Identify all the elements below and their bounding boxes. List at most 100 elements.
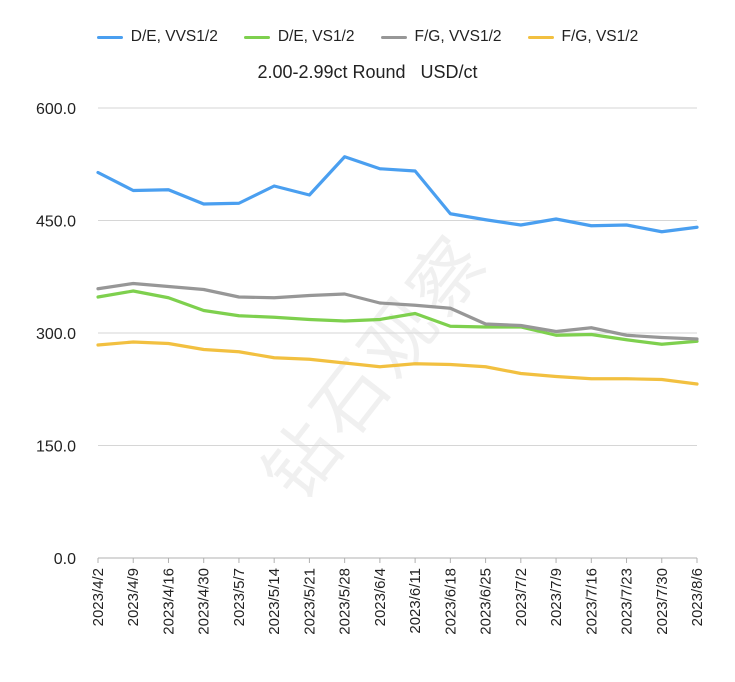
data-point bbox=[237, 314, 241, 317]
data-point bbox=[660, 378, 663, 381]
data-point bbox=[625, 334, 628, 337]
x-tick-label: 2023/4/30 bbox=[196, 568, 213, 635]
data-point bbox=[96, 295, 100, 299]
data-point bbox=[132, 282, 135, 285]
data-point bbox=[308, 358, 311, 361]
y-tick-label: 600.0 bbox=[36, 101, 76, 118]
data-point bbox=[308, 318, 311, 321]
data-point bbox=[554, 330, 558, 333]
data-point bbox=[167, 342, 170, 345]
data-point bbox=[237, 202, 241, 205]
data-point bbox=[413, 312, 417, 315]
data-point bbox=[272, 316, 276, 319]
data-point bbox=[272, 356, 276, 359]
x-tick-label: 2023/7/16 bbox=[583, 568, 600, 635]
legend-swatch bbox=[243, 35, 270, 39]
data-point bbox=[202, 348, 205, 351]
data-point bbox=[519, 372, 523, 375]
data-point bbox=[96, 343, 100, 347]
data-point bbox=[378, 301, 382, 305]
data-point bbox=[554, 375, 558, 378]
data-point bbox=[625, 377, 628, 380]
series-line-3 bbox=[96, 340, 699, 386]
data-point bbox=[413, 169, 417, 173]
data-point bbox=[590, 326, 593, 329]
data-point bbox=[449, 363, 452, 366]
data-point bbox=[695, 226, 699, 229]
series-line-2 bbox=[96, 281, 699, 341]
legend-item: F/G, VVS1/2 bbox=[380, 28, 502, 46]
legend-item: F/G, VS1/2 bbox=[527, 28, 638, 46]
data-point bbox=[413, 362, 417, 365]
y-tick-label: 150.0 bbox=[36, 439, 76, 456]
x-tick-label: 2023/7/30 bbox=[654, 568, 671, 635]
data-point bbox=[484, 325, 487, 329]
x-tick-label: 2023/4/2 bbox=[90, 568, 107, 626]
data-point bbox=[449, 307, 452, 310]
data-point bbox=[202, 288, 205, 291]
data-point bbox=[484, 322, 487, 326]
data-point bbox=[695, 337, 699, 341]
data-point bbox=[554, 334, 558, 337]
data-point bbox=[660, 336, 663, 339]
y-tick-label: 0.0 bbox=[54, 551, 76, 568]
x-tick-label: 2023/4/16 bbox=[160, 568, 177, 635]
x-tick-label: 2023/6/11 bbox=[407, 568, 424, 634]
x-tick-label: 2023/5/14 bbox=[266, 568, 283, 635]
data-point bbox=[590, 333, 593, 336]
data-point bbox=[590, 224, 593, 227]
data-point bbox=[202, 202, 205, 206]
data-point bbox=[308, 294, 311, 297]
data-point bbox=[378, 318, 382, 321]
legend-swatch bbox=[527, 35, 554, 39]
data-point bbox=[660, 230, 663, 233]
x-tick-label: 2023/6/25 bbox=[478, 568, 495, 635]
x-tick-label: 2023/7/9 bbox=[548, 568, 565, 626]
data-point bbox=[202, 309, 205, 312]
data-point bbox=[625, 223, 628, 227]
x-tick-label: 2023/6/18 bbox=[442, 568, 459, 635]
x-tick-label: 2023/5/7 bbox=[231, 568, 248, 626]
data-point bbox=[272, 184, 276, 188]
data-point bbox=[625, 338, 628, 341]
data-point bbox=[343, 155, 346, 158]
legend-item: D/E, VS1/2 bbox=[243, 28, 355, 46]
data-point bbox=[132, 289, 135, 293]
data-point bbox=[413, 304, 417, 307]
data-point bbox=[660, 343, 663, 346]
legend-item: D/E, VVS1/2 bbox=[96, 28, 218, 46]
data-point bbox=[96, 287, 100, 290]
data-point bbox=[167, 296, 170, 299]
x-tick-label: 2023/5/28 bbox=[337, 568, 354, 635]
data-point bbox=[237, 350, 241, 353]
data-point bbox=[96, 171, 100, 174]
data-point bbox=[167, 285, 170, 288]
series-line-1 bbox=[96, 289, 699, 346]
data-point bbox=[237, 295, 241, 299]
y-tick-label: 300.0 bbox=[36, 326, 76, 343]
legend-label: D/E, VS1/2 bbox=[277, 28, 355, 45]
data-point bbox=[484, 365, 487, 368]
data-point bbox=[378, 167, 382, 170]
legend-swatch bbox=[96, 35, 123, 39]
data-point bbox=[343, 319, 346, 323]
x-tick-label: 2023/4/9 bbox=[125, 568, 142, 626]
x-tick-label: 2023/8/6 bbox=[689, 568, 706, 626]
data-point bbox=[449, 212, 452, 215]
x-tick-label: 2023/6/4 bbox=[372, 568, 389, 626]
data-point bbox=[132, 189, 135, 192]
legend: D/E, VVS1/2 D/E, VS1/2 F/G, VVS1/2 F/G, VS1… bbox=[0, 28, 735, 46]
series-line-0 bbox=[96, 155, 699, 234]
data-point bbox=[590, 377, 593, 380]
data-point bbox=[308, 193, 311, 197]
data-point bbox=[449, 325, 452, 328]
chart-title: 2.00-2.99ct Round USD/ct bbox=[257, 62, 478, 82]
data-point bbox=[343, 292, 346, 296]
data-point bbox=[378, 365, 382, 368]
data-point bbox=[343, 361, 346, 365]
data-point bbox=[167, 188, 170, 191]
x-tick-label: 2023/7/23 bbox=[619, 568, 636, 635]
legend-swatch bbox=[380, 35, 407, 39]
